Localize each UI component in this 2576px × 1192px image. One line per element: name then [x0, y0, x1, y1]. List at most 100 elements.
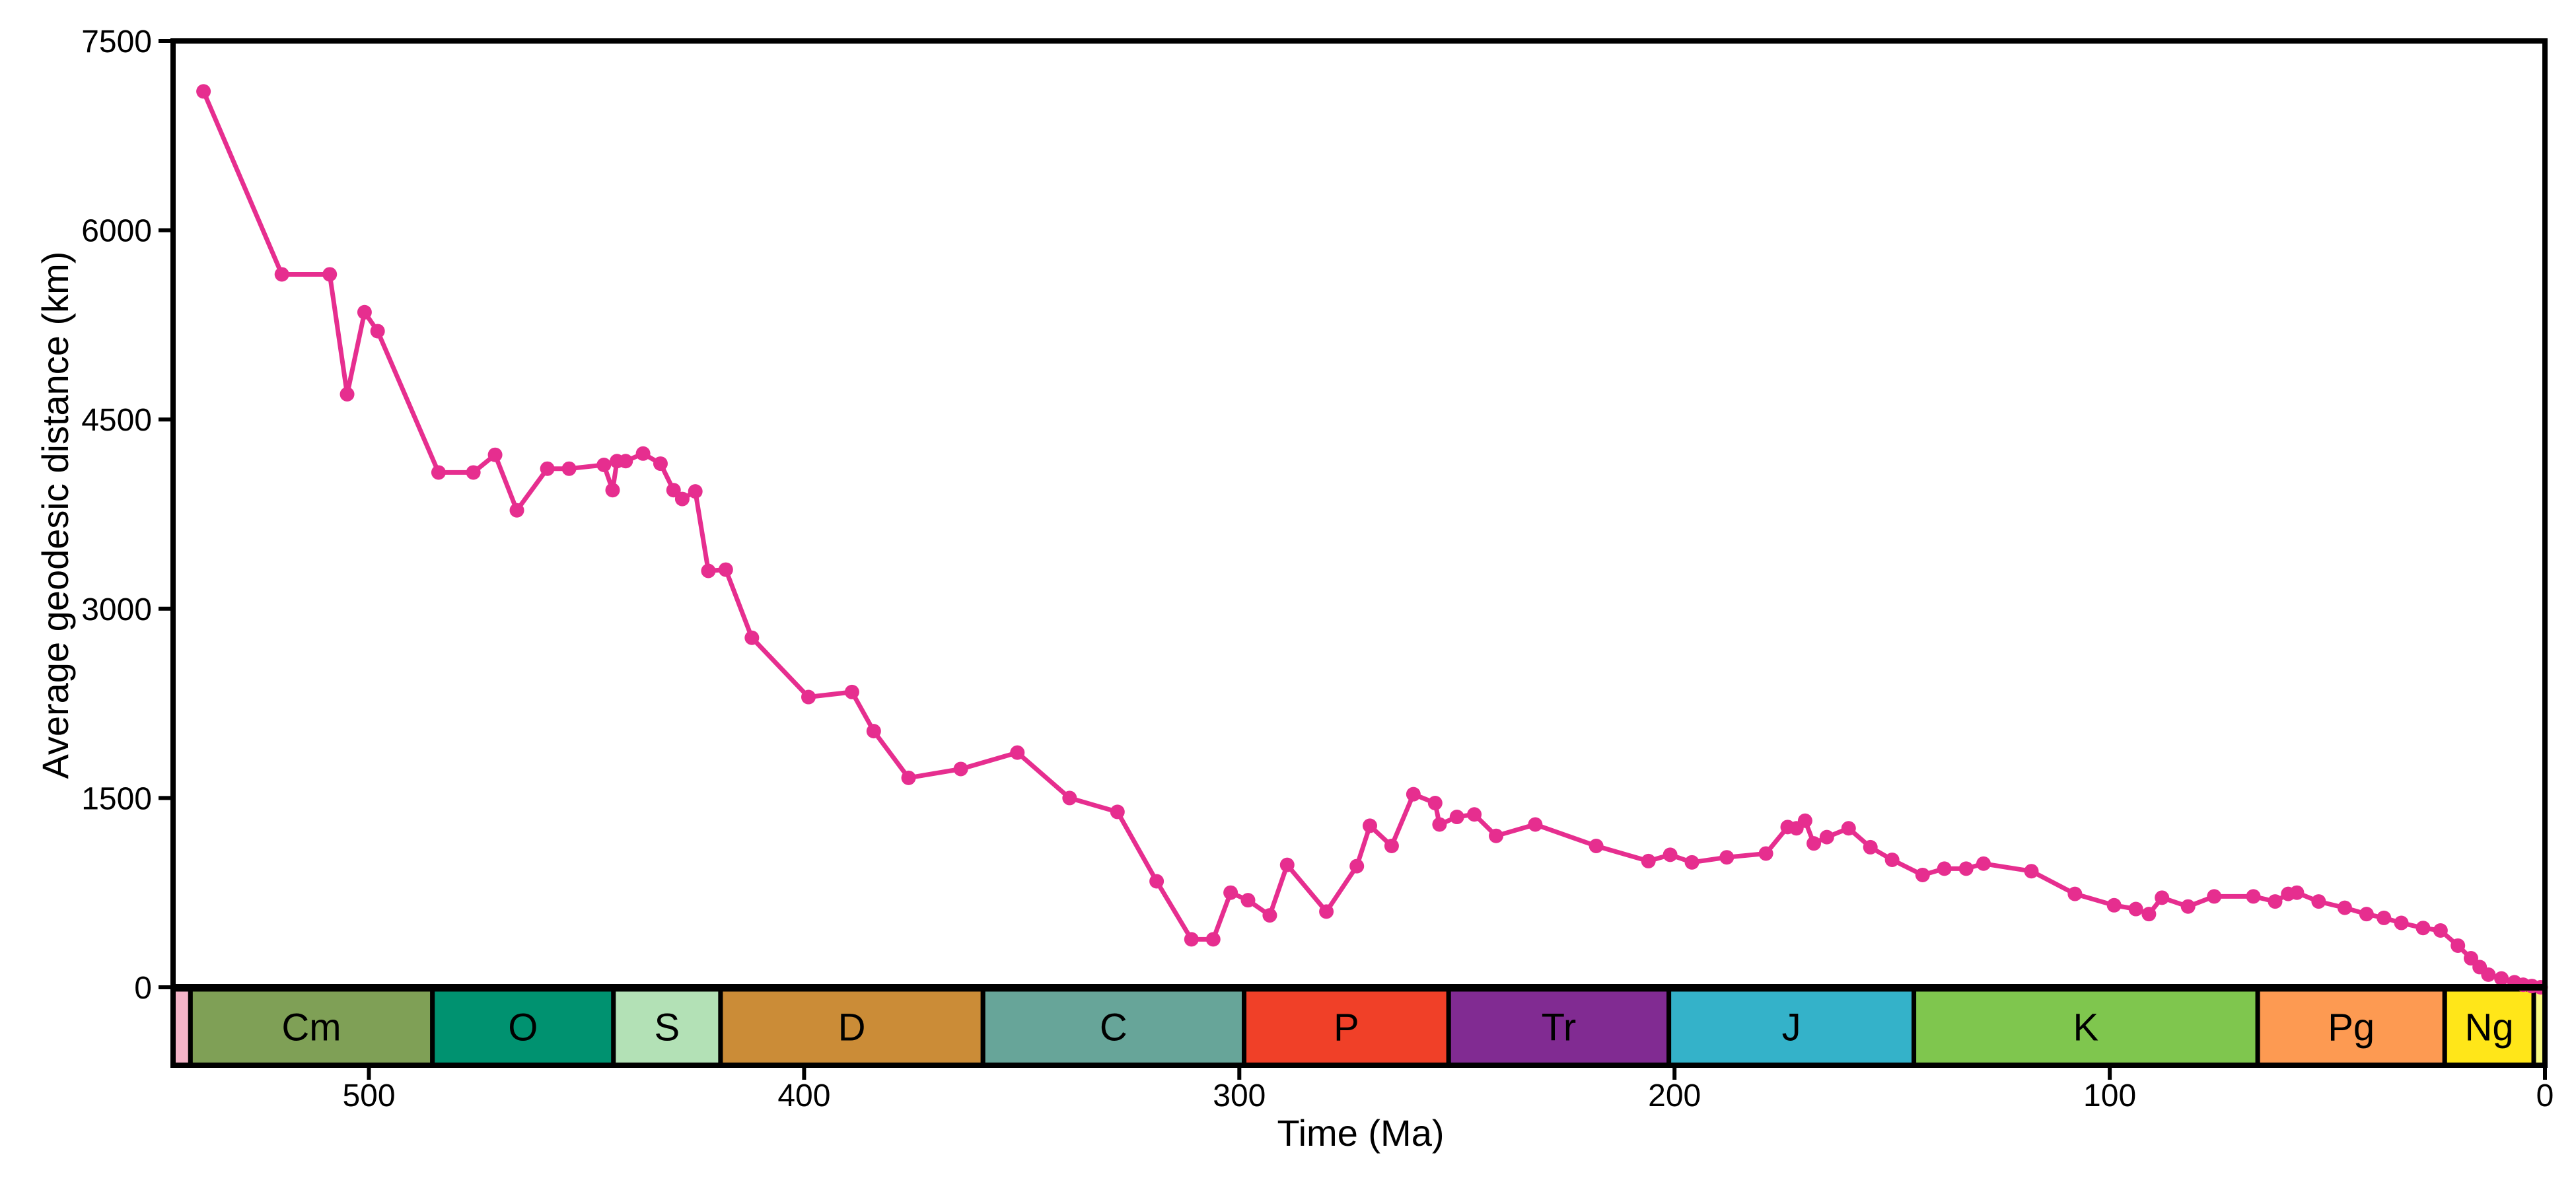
- data-point: [1958, 861, 1974, 876]
- period-label-s: S: [655, 1006, 680, 1049]
- y-tick-label: 7500: [81, 24, 152, 59]
- data-point: [1062, 790, 1077, 806]
- data-point: [322, 267, 338, 282]
- data-point: [1349, 859, 1365, 874]
- y-tick-label: 1500: [81, 781, 152, 816]
- data-point: [2394, 915, 2409, 930]
- data-point: [844, 684, 859, 699]
- data-point: [2451, 938, 2466, 953]
- data-point: [2268, 894, 2283, 909]
- data-point: [1384, 839, 1399, 854]
- data-point: [340, 386, 355, 402]
- data-point: [196, 84, 211, 99]
- data-point: [701, 563, 716, 578]
- data-point: [431, 465, 446, 480]
- data-point: [801, 689, 816, 705]
- data-point: [718, 562, 733, 577]
- data-point: [2155, 890, 2170, 905]
- data-point: [653, 456, 668, 472]
- period-label-j: J: [1782, 1006, 1801, 1049]
- data-point: [1110, 804, 1125, 820]
- data-point: [1819, 829, 1834, 845]
- period-label-tr: Tr: [1542, 1006, 1577, 1049]
- period-box-tr: [1446, 987, 1672, 1068]
- y-axis-title: Average geodesic distance (km): [34, 252, 76, 779]
- data-point: [1807, 836, 1822, 851]
- data-point: [1863, 839, 1878, 855]
- period-label-pg: Pg: [2328, 1006, 2375, 1049]
- data-point: [1684, 855, 1699, 870]
- period-box-c: [980, 987, 1247, 1068]
- x-tick-label: 0: [2536, 1078, 2554, 1113]
- plot-frame: [170, 38, 2548, 1068]
- data-point: [1758, 846, 1773, 861]
- data-point: [1406, 787, 1421, 802]
- data-point: [2337, 900, 2352, 915]
- data-point: [1937, 861, 1952, 876]
- data-point: [635, 446, 651, 461]
- period-box-k: [1912, 987, 2260, 1068]
- data-point: [596, 457, 612, 472]
- x-tick-label: 100: [2083, 1078, 2136, 1113]
- y-tick-label: 4500: [81, 403, 152, 438]
- data-point: [1184, 932, 1199, 947]
- data-point: [2207, 889, 2222, 904]
- data-point: [1467, 807, 1482, 822]
- data-point: [1205, 932, 1221, 947]
- x-axis: 500 400 300 200 100 0: [342, 1065, 2554, 1113]
- data-point: [1427, 796, 1443, 811]
- y-tick-label: 6000: [81, 214, 152, 249]
- data-point: [1489, 828, 1504, 843]
- x-tick-label: 300: [1213, 1078, 1266, 1113]
- data-point: [370, 324, 385, 339]
- data-point: [866, 724, 881, 739]
- data-point: [1915, 867, 1930, 882]
- data-point: [1884, 853, 1900, 868]
- data-point: [2141, 907, 2157, 922]
- data-point: [1319, 904, 1334, 919]
- data-point: [1841, 821, 1856, 836]
- data-point: [2311, 894, 2326, 909]
- period-label-c: C: [1100, 1006, 1127, 1049]
- period-label-cm: Cm: [281, 1006, 341, 1049]
- data-point: [1449, 810, 1464, 825]
- data-point: [953, 761, 968, 777]
- data-point: [487, 447, 503, 462]
- data-point: [2359, 907, 2374, 922]
- period-label-ng: Ng: [2465, 1006, 2514, 1049]
- data-point: [2024, 864, 2039, 879]
- data-point: [674, 491, 690, 507]
- series-group: [196, 84, 2548, 995]
- y-tick-label: 3000: [81, 592, 152, 627]
- data-point: [901, 770, 916, 785]
- data-point: [2180, 899, 2196, 914]
- data-point: [357, 304, 372, 320]
- y-tick-label: 0: [134, 971, 152, 1006]
- data-point: [561, 461, 577, 476]
- timescale-bar: Cm O S D C P Tr J K Pg Ng: [170, 987, 2548, 1068]
- x-tick-label: 400: [777, 1078, 830, 1113]
- data-point: [2067, 886, 2083, 901]
- data-point: [1589, 839, 1604, 854]
- data-point: [605, 483, 620, 498]
- data-point: [2106, 897, 2122, 913]
- data-point: [2289, 885, 2305, 900]
- data-point: [688, 484, 703, 499]
- x-tick-label: 200: [1648, 1078, 1701, 1113]
- period-label-o: O: [508, 1006, 538, 1049]
- data-point: [1719, 850, 1735, 865]
- period-label-k: K: [2073, 1006, 2099, 1049]
- data-point: [1010, 745, 1025, 760]
- period-label-d: D: [838, 1006, 866, 1049]
- data-point: [466, 465, 481, 480]
- data-point: [2481, 967, 2496, 982]
- data-point: [1362, 818, 1377, 833]
- data-point: [1663, 847, 1678, 862]
- data-point: [1797, 813, 1812, 828]
- data-point: [744, 630, 760, 645]
- data-point: [1976, 856, 1991, 871]
- data-point: [1528, 817, 1543, 832]
- data-point: [618, 454, 633, 469]
- data-point: [1149, 874, 1164, 889]
